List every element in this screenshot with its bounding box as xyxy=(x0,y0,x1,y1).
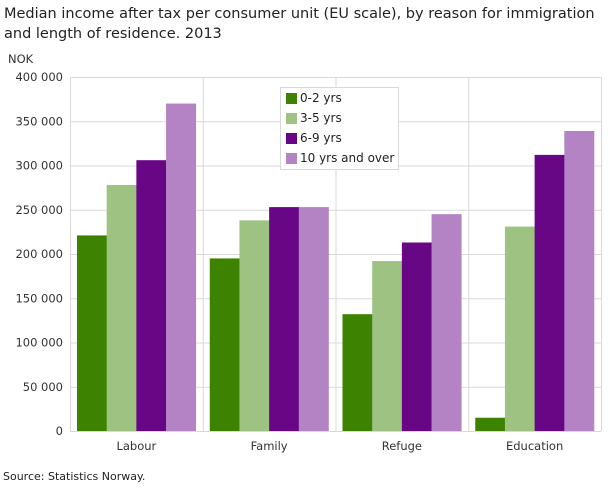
y-tick-label: 250 000 xyxy=(15,203,63,217)
legend-label: 6-9 yrs xyxy=(300,131,342,145)
bar-education-3 xyxy=(564,130,595,432)
bar-family-1 xyxy=(239,220,270,431)
y-tick-label: 150 000 xyxy=(15,291,63,305)
legend: 0-2 yrs 3-5 yrs 6-9 yrs 10 yrs and over xyxy=(280,87,399,170)
x-tick-label: Refuge xyxy=(382,439,422,453)
x-tick-label: Education xyxy=(506,439,563,453)
y-tick-label: 200 000 xyxy=(15,247,63,261)
legend-swatch xyxy=(286,132,297,144)
legend-label: 0-2 yrs xyxy=(300,91,342,105)
bar-refuge-1 xyxy=(372,261,403,431)
bar-labour-3 xyxy=(166,103,197,432)
x-tick-label: Labour xyxy=(116,439,156,453)
source-note: Source: Statistics Norway. xyxy=(3,470,146,483)
x-tick-label: Family xyxy=(251,439,288,453)
legend-item: 3-5 yrs xyxy=(281,108,398,128)
y-tick-label: 400 000 xyxy=(15,70,63,84)
y-tick-label: 0 xyxy=(56,424,63,438)
legend-swatch xyxy=(286,152,297,164)
bar-family-0 xyxy=(209,258,240,431)
y-axis-unit: NOK xyxy=(8,52,34,66)
bar-education-1 xyxy=(504,226,535,431)
legend-item: 6-9 yrs xyxy=(281,128,398,148)
bar-education-0 xyxy=(475,417,506,431)
bar-labour-2 xyxy=(136,160,167,431)
legend-swatch xyxy=(286,92,297,104)
y-tick-label: 350 000 xyxy=(15,114,63,128)
legend-item: 0-2 yrs xyxy=(281,88,398,108)
legend-label: 3-5 yrs xyxy=(300,111,342,125)
bar-labour-0 xyxy=(77,235,107,431)
bar-education-2 xyxy=(534,154,565,431)
bar-refuge-0 xyxy=(342,314,373,431)
legend-swatch xyxy=(286,112,297,124)
bar-refuge-3 xyxy=(431,214,462,431)
bar-refuge-2 xyxy=(401,242,432,431)
bar-family-2 xyxy=(269,207,300,431)
y-tick-label: 300 000 xyxy=(15,159,63,173)
chart-title: Median income after tax per consumer uni… xyxy=(4,6,595,42)
bar-family-3 xyxy=(298,207,329,431)
y-tick-label: 50 000 xyxy=(23,380,63,394)
legend-item: 10 yrs and over xyxy=(281,148,398,168)
legend-label: 10 yrs and over xyxy=(300,151,395,165)
bar-labour-1 xyxy=(106,184,137,431)
y-tick-label: 100 000 xyxy=(15,336,63,350)
